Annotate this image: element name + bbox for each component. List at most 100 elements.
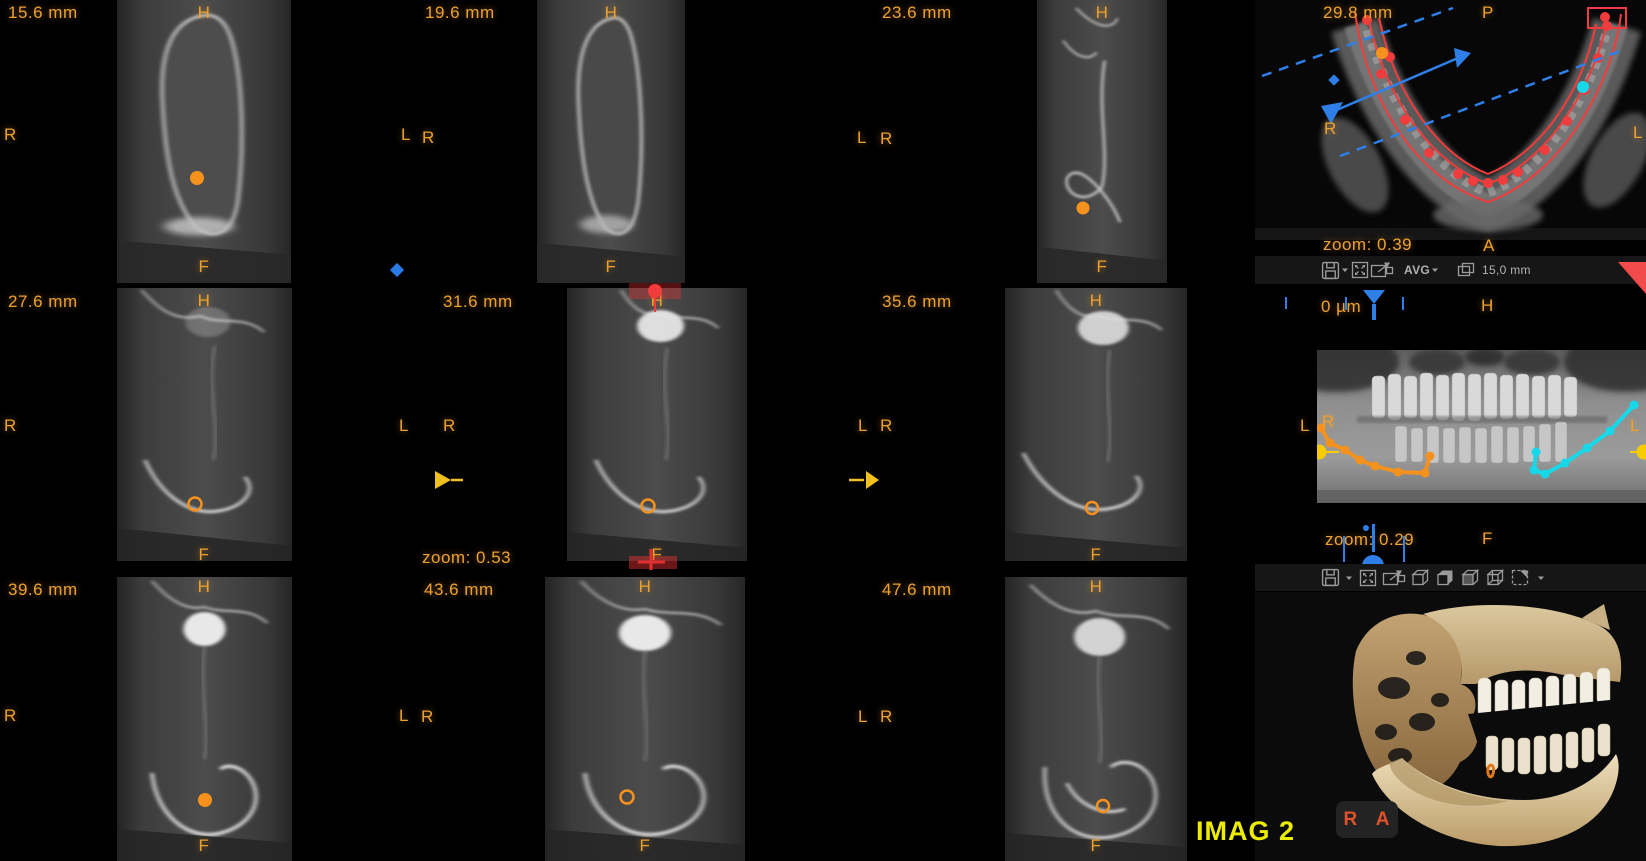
orientation-head-label: H [1089,577,1103,596]
slice-panel-4[interactable]: 31.6 mm H F R L zoom: 0.53 [420,283,880,567]
volume-3d-view[interactable]: R A [1255,592,1646,861]
orientation-left-label: L [1630,416,1640,435]
orientation-right-label: R [880,129,893,148]
orange-nerve-point[interactable] [1376,47,1388,59]
cross-section-image [567,288,747,561]
pano-zoom-row: zoom: 0.29 F [1255,520,1646,566]
slice-depth-label: 31.6 mm [443,292,513,311]
orientation-posterior-label: P [1482,3,1494,22]
save-menu-caret-icon[interactable] [1344,573,1354,583]
cross-section-image [537,0,685,283]
slice-panel-3[interactable]: 27.6 mm H F R L [0,283,420,565]
orientation-head-label: H [650,291,664,310]
orientation-right-label: R [1324,119,1337,138]
slice-depth-label: 29.8 mm [1323,3,1393,22]
slice-panel-2[interactable]: 23.6 mm H F R L [880,0,1320,283]
orientation-head-label: H [197,3,211,22]
slice-panel-0[interactable]: 15.6 mm H F R L [0,0,420,283]
cross-section-image [1005,577,1187,861]
nerve-exit-marker[interactable] [1486,763,1495,779]
orientation-right-label: R [421,707,434,726]
orientation-right-label: R [1322,412,1335,431]
right-nerve-trace[interactable] [1317,423,1435,478]
left-nerve-trace[interactable] [1529,400,1646,479]
cube-solid-icon[interactable] [1410,568,1431,588]
orientation-head-label: H [1095,3,1109,22]
cross-section-image [117,577,292,861]
orientation-head-label: H [604,3,618,22]
slice-depth-label: 27.6 mm [8,292,78,311]
cross-section-direction-line[interactable] [1261,6,1624,158]
fullscreen-icon[interactable] [1358,568,1378,588]
orientation-right-label: R [443,416,456,435]
thickness-slider[interactable] [1340,288,1410,322]
cyan-nerve-point[interactable] [1577,81,1589,93]
panoramic-view[interactable]: R L [1255,344,1646,509]
slice-depth-label: 19.6 mm [425,3,495,22]
axial-toolbar: AVG 15,0 mm [1255,256,1646,284]
cross-section-image [545,577,745,861]
orientation-head-label: H [197,577,211,596]
orientation-head-label: H [197,291,211,310]
export-image-icon[interactable] [1382,568,1406,588]
rendering-mode-caret-icon[interactable] [1430,265,1440,275]
clip-box-caret-icon[interactable] [1536,573,1546,583]
slice-panel-5[interactable]: 35.6 mm H F R L [880,283,1320,565]
slab-row: 0 µm H [1255,288,1646,322]
slice-depth-label: 15.6 mm [8,3,78,22]
slice-panel-7[interactable]: 43.6 mm H F R L [420,565,880,861]
orientation-left-label: L [399,416,409,435]
orientation-left-label: L [1633,123,1643,142]
orientation-foot-label: F [651,545,663,564]
orientation-right-label: R [4,706,17,725]
save-icon[interactable] [1321,261,1340,280]
fullscreen-icon[interactable] [1350,260,1370,280]
orientation-right-label: R [4,125,17,144]
orientation-head-label: H [1089,291,1103,310]
orientation-foot-label: F [1096,257,1108,276]
zoom-factor-label: zoom: 0.53 [422,548,512,567]
cross-section-image [117,288,292,561]
slab-thickness-value: 15,0 mm [1482,263,1531,277]
orientation-foot-label: F [198,545,210,564]
axial-image [1255,0,1646,240]
orientation-left-label: L [1300,416,1310,435]
nerve-endpoint[interactable] [1636,444,1646,460]
slice-depth-label: 35.6 mm [882,292,952,311]
orientation-foot-label: F [1482,529,1493,548]
slice-panel-6[interactable]: 39.6 mm H F R L [0,565,420,861]
cube-open-icon[interactable] [1460,568,1481,588]
slice-depth-label: 23.6 mm [882,3,952,22]
orientation-left-label: L [857,128,867,147]
clip-box-icon[interactable] [1510,568,1532,588]
slice-panel-8[interactable]: 47.6 mm H F R L [880,565,1320,861]
orientation-left-label: L [858,416,868,435]
orientation-foot-label: F [198,257,210,276]
rendering-mode-dropdown[interactable]: AVG [1404,263,1431,277]
orientation-foot-label: F [1090,545,1102,564]
slice-depth-label: 39.6 mm [8,580,78,599]
slice-position-slider[interactable] [1335,522,1415,566]
save-icon[interactable] [1321,568,1340,587]
orientation-left-label: L [401,125,411,144]
cross-section-image [1005,288,1187,561]
cube-wireframe-icon[interactable] [1485,568,1506,588]
orientation-head-label: H [1481,296,1494,315]
orientation-left-label: L [858,707,868,726]
zoom-factor-label: zoom: 0.29 [1325,530,1415,549]
cross-section-image [117,0,291,283]
export-image-icon[interactable] [1370,260,1394,280]
axial-view[interactable]: 29.8 mm P R L zoom: 0.39 A [1255,0,1646,256]
orientation-right-label: R [880,707,893,726]
orientation-right-label: R [880,416,893,435]
curve-control-points[interactable] [1362,12,1612,188]
slice-depth-label: 47.6 mm [882,580,952,599]
cube-shaded-icon[interactable] [1435,568,1456,588]
slice-panel-1[interactable]: 19.6 mm H F R L [420,0,880,283]
pano-toolbar [1255,564,1646,591]
slab-thickness-icon[interactable] [1456,261,1476,279]
nerve-endpoint[interactable] [1317,444,1327,460]
save-menu-caret-icon[interactable] [1340,265,1350,275]
orientation-foot-label: F [198,836,210,855]
